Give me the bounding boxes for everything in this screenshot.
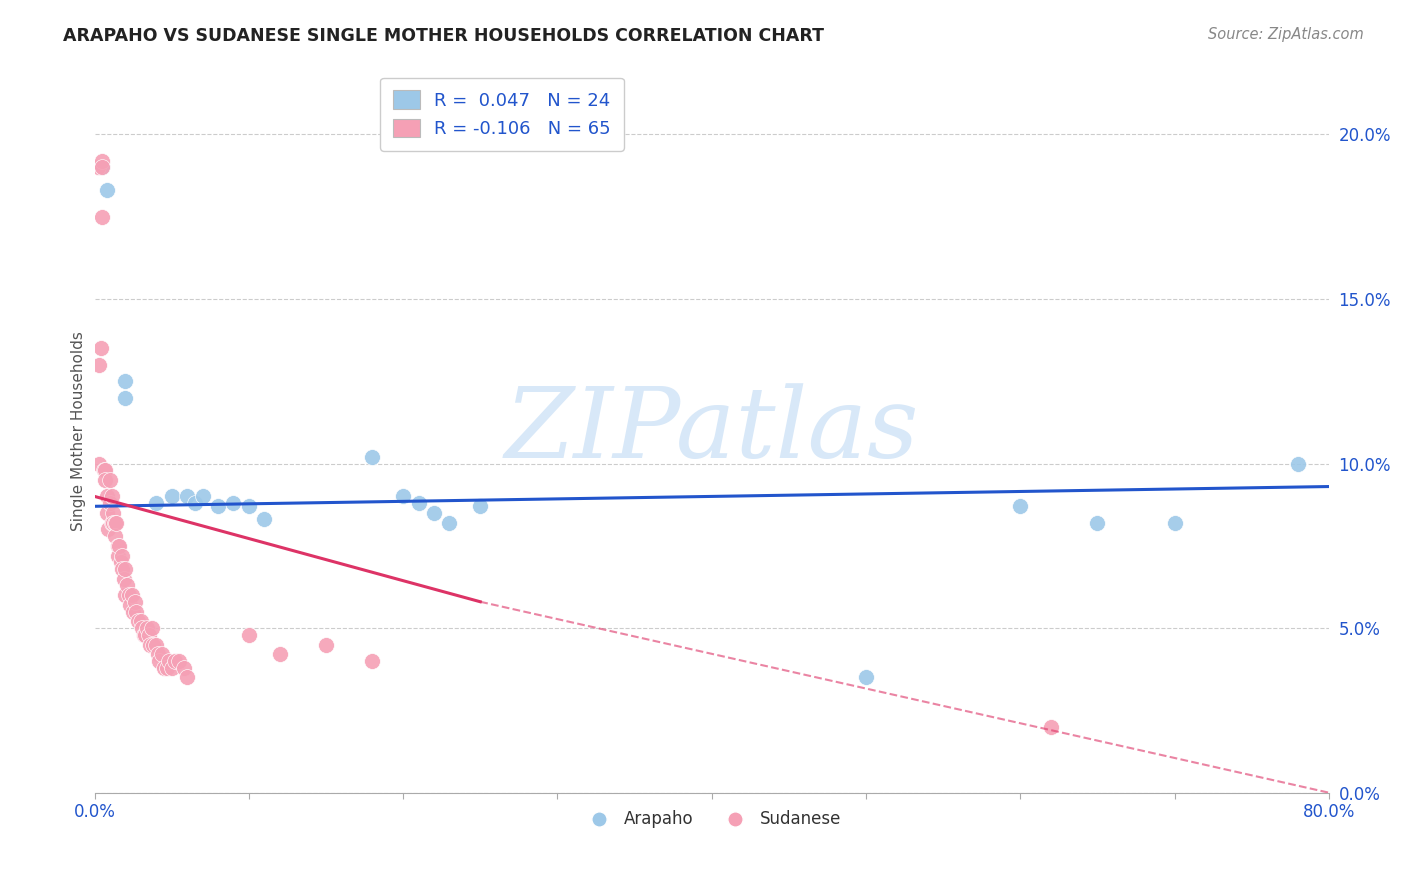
Point <box>98 496 121 510</box>
Point <box>184 496 207 510</box>
Point <box>134 628 156 642</box>
Point <box>110 555 132 569</box>
Point <box>105 516 128 530</box>
Point <box>163 654 186 668</box>
Point <box>238 628 260 642</box>
Point <box>191 490 214 504</box>
Point <box>439 516 461 530</box>
Point <box>112 572 135 586</box>
Point <box>139 638 162 652</box>
Point <box>176 490 198 504</box>
Point <box>1040 720 1063 734</box>
Point <box>131 621 153 635</box>
Point <box>104 516 127 530</box>
Point <box>1163 516 1185 530</box>
Point <box>1010 500 1032 514</box>
Point <box>111 549 134 563</box>
Point <box>90 341 112 355</box>
Point <box>96 183 118 197</box>
Point <box>125 605 148 619</box>
Point <box>98 473 121 487</box>
Point <box>89 457 111 471</box>
Point <box>132 628 155 642</box>
Point <box>114 562 136 576</box>
Point <box>361 654 384 668</box>
Point <box>136 621 159 635</box>
Y-axis label: Single Mother Households: Single Mother Households <box>72 331 86 531</box>
Point <box>129 615 152 629</box>
Point <box>97 522 120 536</box>
Point <box>153 660 176 674</box>
Point <box>1286 457 1309 471</box>
Point <box>408 496 430 510</box>
Point <box>86 161 108 175</box>
Point <box>94 473 117 487</box>
Point <box>104 529 127 543</box>
Point <box>423 506 446 520</box>
Point <box>124 595 146 609</box>
Point <box>392 490 415 504</box>
Point <box>101 506 124 520</box>
Point <box>107 539 129 553</box>
Point <box>114 588 136 602</box>
Point <box>127 615 149 629</box>
Text: ZIPatlas: ZIPatlas <box>505 383 920 478</box>
Point <box>122 605 145 619</box>
Point <box>141 621 163 635</box>
Point <box>138 628 160 642</box>
Point <box>1085 516 1108 530</box>
Point <box>160 660 183 674</box>
Point <box>101 516 124 530</box>
Point <box>114 391 136 405</box>
Point <box>269 648 291 662</box>
Point <box>114 374 136 388</box>
Point <box>91 153 114 168</box>
Point <box>100 516 122 530</box>
Point <box>93 463 115 477</box>
Point <box>253 512 276 526</box>
Point <box>315 638 337 652</box>
Point <box>222 496 245 510</box>
Point <box>157 654 180 668</box>
Point <box>238 500 260 514</box>
Point <box>91 161 114 175</box>
Point <box>145 638 167 652</box>
Point <box>117 588 139 602</box>
Point <box>96 490 118 504</box>
Point <box>169 654 191 668</box>
Point <box>160 490 183 504</box>
Point <box>120 598 142 612</box>
Point <box>176 670 198 684</box>
Point <box>156 660 179 674</box>
Point <box>207 500 229 514</box>
Point <box>148 654 170 668</box>
Point <box>91 161 114 175</box>
Point <box>89 358 111 372</box>
Point <box>121 588 143 602</box>
Point <box>91 210 114 224</box>
Point <box>96 506 118 520</box>
Text: Source: ZipAtlas.com: Source: ZipAtlas.com <box>1208 27 1364 42</box>
Text: ARAPAHO VS SUDANESE SINGLE MOTHER HOUSEHOLDS CORRELATION CHART: ARAPAHO VS SUDANESE SINGLE MOTHER HOUSEH… <box>63 27 824 45</box>
Point <box>111 562 134 576</box>
Point <box>94 463 117 477</box>
Point <box>100 490 122 504</box>
Point <box>173 660 195 674</box>
Point <box>361 450 384 464</box>
Legend: Arapaho, Sudanese: Arapaho, Sudanese <box>575 804 848 835</box>
Point <box>107 549 129 563</box>
Point <box>152 648 174 662</box>
Point <box>115 578 138 592</box>
Point <box>142 638 165 652</box>
Point <box>470 500 492 514</box>
Point <box>145 496 167 510</box>
Point <box>146 648 169 662</box>
Point <box>855 670 877 684</box>
Point <box>108 539 131 553</box>
